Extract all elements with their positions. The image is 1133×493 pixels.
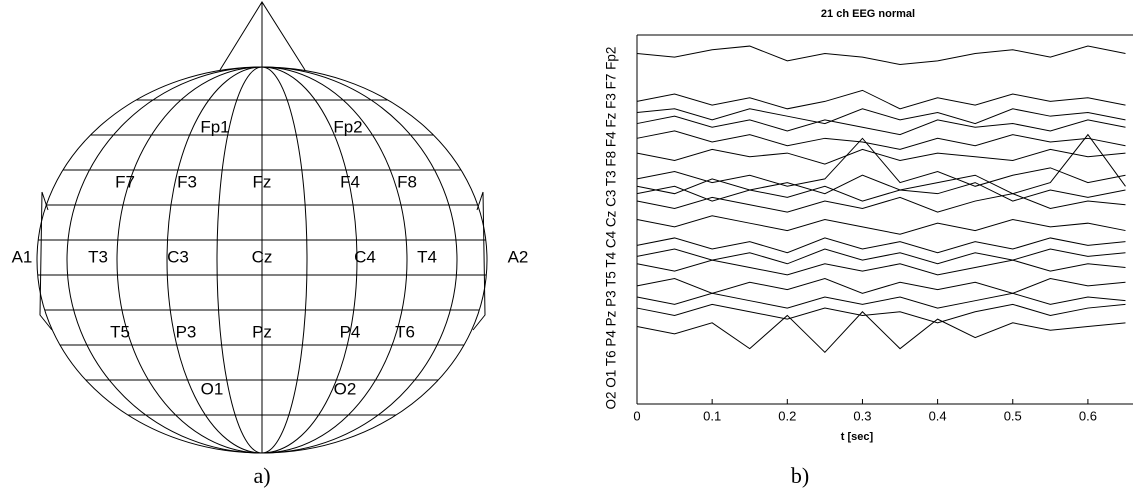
eeg-trace bbox=[636, 130, 1126, 150]
chart-title: 21 ch EEG normal bbox=[821, 8, 915, 20]
x-tick-label: 0.6 bbox=[1079, 408, 1097, 423]
electrode: Cz bbox=[252, 247, 273, 266]
eeg-trace bbox=[636, 115, 1126, 136]
electrode: Fp1 bbox=[200, 117, 229, 136]
electrode: O1 bbox=[201, 379, 224, 398]
electrode-labels: Fp1 Fp2 F7 F3 Fz F4 F8 A1 T3 C3 Cz C4 T4… bbox=[12, 117, 529, 398]
x-tick-label: 0.2 bbox=[778, 408, 796, 423]
eeg-trace bbox=[636, 303, 1126, 324]
eeg-trace bbox=[636, 148, 1126, 165]
electrode: T4 bbox=[417, 247, 437, 266]
head-diagram bbox=[36, 1, 488, 454]
left-ear bbox=[39, 191, 53, 331]
electrode: C3 bbox=[167, 247, 189, 266]
eeg-trace bbox=[636, 248, 1126, 265]
eeg-trace bbox=[636, 193, 1126, 213]
electrode: A2 bbox=[508, 247, 529, 266]
eeg-trace bbox=[636, 182, 1126, 202]
electrode: T5 bbox=[110, 322, 130, 341]
eeg-trace bbox=[636, 215, 1126, 235]
right-ear bbox=[472, 191, 486, 331]
eeg-trace bbox=[636, 133, 1126, 195]
electrode: P3 bbox=[176, 322, 197, 341]
caption: a) bbox=[253, 463, 270, 488]
electrode: T6 bbox=[395, 322, 415, 341]
electrode: Pz bbox=[252, 322, 272, 341]
electrode: C4 bbox=[354, 247, 376, 266]
x-axis-label: t [sec] bbox=[841, 431, 874, 443]
eeg-trace bbox=[636, 259, 1126, 276]
eeg-trace bbox=[636, 311, 1126, 354]
eeg-trace bbox=[636, 278, 1126, 294]
eeg-trace bbox=[636, 108, 1126, 125]
eeg-trace bbox=[636, 89, 1126, 110]
eeg-trace bbox=[636, 237, 1126, 254]
electrode: F8 bbox=[397, 172, 417, 191]
electrode: F4 bbox=[340, 172, 360, 191]
eeg-trace bbox=[636, 292, 1126, 309]
electrode: O2 bbox=[334, 379, 357, 398]
electrode: Fp2 bbox=[333, 117, 362, 136]
caption: b) bbox=[791, 463, 809, 488]
eeg-trace bbox=[636, 137, 1126, 187]
electrode: A1 bbox=[12, 247, 33, 266]
x-tick-label: 0.5 bbox=[1004, 408, 1022, 423]
y-axis-label: O2 O1 T6 P4 Pz P3 T5 T4 C4 Cz C3 T3 F8 F… bbox=[604, 47, 619, 410]
electrode: F3 bbox=[177, 172, 197, 191]
electrode: F7 bbox=[115, 172, 135, 191]
x-tick-label: 0.4 bbox=[929, 408, 947, 423]
electrode: Fz bbox=[253, 172, 272, 191]
x-tick-label: 0.1 bbox=[703, 408, 721, 423]
x-tick-label: 0 bbox=[633, 408, 640, 423]
eeg-trace bbox=[636, 45, 1126, 66]
electrode: T3 bbox=[88, 247, 108, 266]
x-tick-label: 0.3 bbox=[853, 408, 871, 423]
electrode: P4 bbox=[340, 322, 361, 341]
